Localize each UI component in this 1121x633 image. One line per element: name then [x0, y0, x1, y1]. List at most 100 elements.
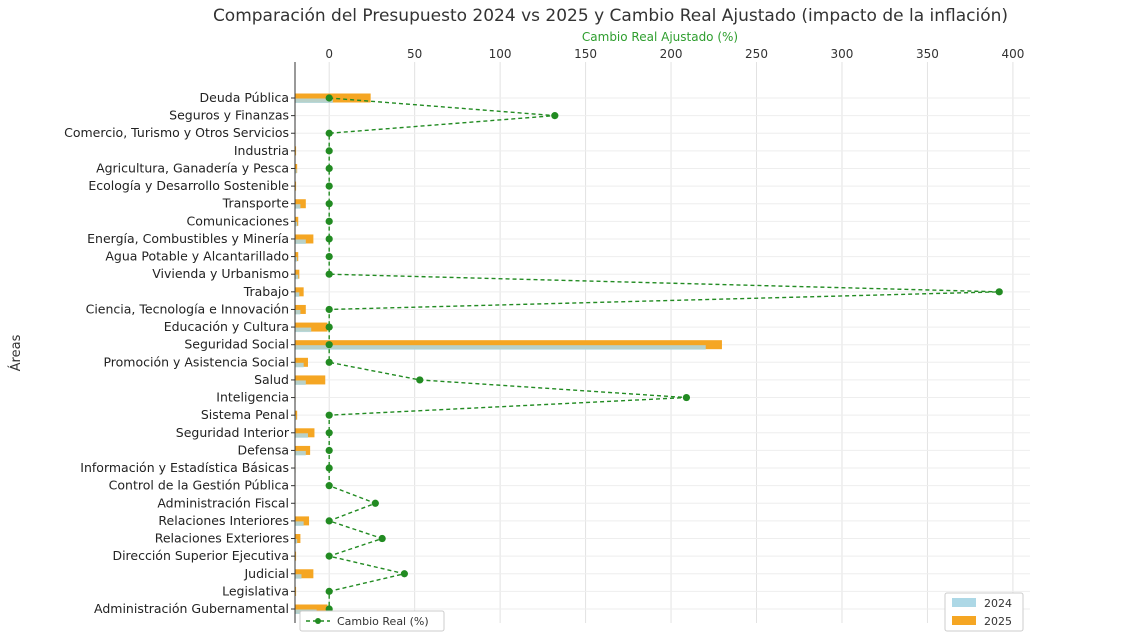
category-label: Sistema Penal — [201, 407, 289, 422]
bar-2024 — [295, 521, 304, 526]
real-change-point — [325, 446, 333, 455]
top-tick-label: 350 — [916, 47, 939, 61]
bar-2025 — [295, 586, 297, 596]
bar-2025 — [295, 534, 301, 544]
category-label: Vivienda y Urbanismo — [152, 266, 289, 281]
category-label: Administración Gubernamental — [94, 601, 289, 616]
category-label: Educación y Cultura — [164, 319, 289, 334]
category-label: Energía, Combustibles y Minería — [87, 231, 289, 246]
real-change-point — [325, 252, 333, 261]
y-axis-label: Áreas — [8, 334, 24, 371]
bar-2025 — [295, 216, 299, 226]
category-label: Salud — [254, 372, 289, 387]
bar-2024 — [295, 239, 306, 244]
bar-2025 — [295, 304, 306, 314]
bar-2025 — [295, 604, 328, 614]
real-change-point — [325, 429, 333, 437]
category-label: Transporte — [222, 196, 290, 211]
real-change-point — [325, 182, 333, 190]
category-label: Agricultura, Ganadería y Pesca — [96, 160, 289, 175]
real-change-point — [378, 534, 386, 543]
bar-2025 — [295, 269, 300, 279]
top-tick-label: 400 — [1001, 47, 1024, 61]
category-label: Comunicaciones — [186, 213, 289, 228]
top-tick-label: 250 — [745, 47, 768, 61]
real-change-point — [325, 217, 333, 225]
bar-2025 — [295, 428, 315, 438]
real-change-point — [371, 499, 379, 507]
category-label: Dirección Superior Ejecutiva — [112, 548, 289, 563]
category-label: Industria — [234, 143, 289, 158]
real-change-point — [325, 341, 333, 349]
real-change-point — [995, 288, 1003, 296]
bar-2024 — [295, 415, 297, 421]
bar-2025 — [295, 569, 314, 579]
bar-2025 — [295, 551, 297, 561]
real-change-point — [325, 164, 333, 173]
top-tick-label: 50 — [407, 47, 422, 61]
category-label: Información y Estadística Básicas — [80, 460, 289, 475]
category-label: Control de la Gestión Pública — [109, 478, 289, 493]
bar-2025 — [295, 199, 306, 209]
bar-2024 — [295, 539, 298, 544]
category-label: Deuda Pública — [200, 90, 289, 105]
real-change-point — [416, 376, 424, 384]
bar-2024 — [295, 362, 304, 368]
real-change-point — [325, 147, 333, 155]
category-label: Promoción y Asistencia Social — [103, 354, 289, 369]
bar-2025 — [295, 287, 304, 297]
top-tick-label: 150 — [574, 47, 597, 61]
top-tick-label: 0 — [325, 47, 333, 61]
bar-2024 — [295, 204, 301, 209]
bar-2025 — [295, 445, 311, 455]
category-label: Inteligencia — [216, 390, 289, 405]
category-label: Comercio, Turismo y Otros Servicios — [64, 125, 289, 140]
real-change-path — [326, 97, 1000, 609]
bar-2024 — [295, 257, 298, 262]
bar-2024 — [295, 292, 300, 297]
real-change-point — [325, 200, 333, 208]
legend-swatch-2024 — [952, 598, 976, 607]
bar-2024 — [295, 327, 312, 333]
bar-2025 — [295, 410, 298, 420]
real-change-point — [325, 270, 333, 278]
legend-label-2024: 2024 — [984, 597, 1012, 610]
bar-2024 — [295, 345, 706, 350]
bar-2024 — [295, 309, 301, 315]
real-change-point — [325, 129, 333, 137]
real-change-point — [325, 358, 333, 366]
real-change-point — [551, 112, 559, 120]
budget-bars — [295, 93, 722, 614]
real-change-point — [325, 464, 333, 472]
real-change-point — [325, 94, 333, 102]
bar-2024 — [295, 574, 302, 579]
bar-2025 — [295, 322, 328, 332]
real-change-point — [325, 482, 333, 490]
legend-label-line: Cambio Real (%) — [337, 615, 429, 628]
category-label: Trabajo — [243, 284, 289, 299]
category-label: Seguros y Finanzas — [169, 108, 289, 123]
category-label: Ciencia, Tecnología e Innovación — [86, 301, 289, 316]
category-label: Agua Potable y Alcantarillado — [105, 249, 289, 264]
bar-2025 — [295, 146, 297, 156]
bar-2025 — [295, 375, 326, 385]
bar-2024 — [295, 98, 333, 103]
real-change-point — [400, 570, 408, 578]
bar-2024 — [295, 274, 299, 280]
real-change-line — [325, 94, 1003, 613]
bar-2025 — [295, 181, 297, 191]
real-change-point — [325, 517, 333, 525]
real-change-point — [325, 305, 333, 314]
category-label: Relaciones Exteriores — [155, 531, 289, 546]
chart-title: Comparación del Presupuesto 2024 vs 2025… — [212, 6, 1009, 26]
legend: 2024 2025 Cambio Real (%) — [299, 592, 1024, 632]
bar-2024 — [295, 168, 297, 174]
legend-marker-line — [315, 618, 321, 624]
category-label: Administración Fiscal — [157, 495, 289, 510]
category-label: Judicial — [244, 566, 290, 581]
category-label: Relaciones Interiores — [158, 513, 289, 528]
top-axis-label: Cambio Real Ajustado (%) — [582, 30, 738, 44]
real-change-point — [325, 323, 333, 331]
real-change-point — [325, 411, 333, 419]
